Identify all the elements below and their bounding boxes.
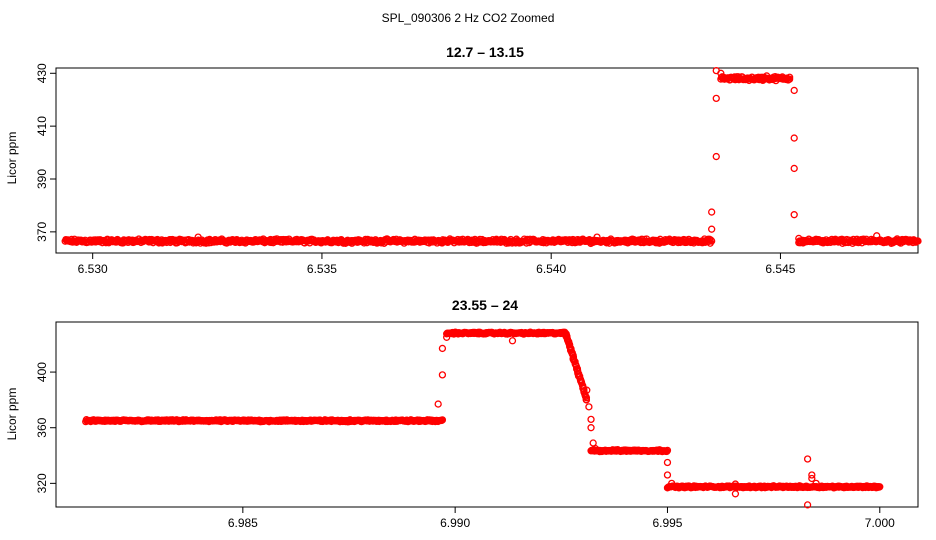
x-tick-label: 6.530 [78,262,108,276]
data-point [434,400,442,408]
data-point [443,333,451,341]
data-point [803,455,812,463]
y-tick-label: 370 [35,222,49,242]
data-point [663,458,672,467]
data-point [763,72,771,80]
y-tick-label: 360 [35,417,49,437]
panel-top-title: 12.7 – 13.15 [446,44,524,60]
data-point [438,371,447,379]
data-point [582,396,591,404]
panel-bottom-title: 23.55 – 24 [452,297,518,313]
data-point [803,501,812,509]
data-point [790,134,798,142]
data-point [587,415,595,424]
data-point [663,446,672,455]
panel-top-axes: 6.530 6.535 6.540 6.545 370 390 410 430 [35,63,796,276]
data-point [731,480,740,488]
data-point [785,73,794,81]
data-point [812,479,820,488]
data-point [712,94,720,103]
y-tick-label: 410 [35,116,49,136]
x-tick-label: 6.535 [307,262,337,276]
data-point [593,233,601,241]
data-point [438,416,447,424]
panel-bottom-points [82,328,884,509]
panel-bottom: 23.55 – 24 Licor ppm 6.985 6.990 6.995 7.00… [5,297,919,530]
data-point [914,237,922,245]
data-point [194,233,202,241]
panel-top: 12.7 – 13.15 Licor ppm 6.530 6.535 6.540 6.… [5,44,922,276]
data-point [708,208,716,216]
x-tick-label: 6.985 [228,516,258,530]
panel-top-ylabel: Licor ppm [5,132,19,185]
data-point [795,234,803,243]
data-point [790,211,798,219]
data-point [790,86,798,95]
data-point [585,403,593,411]
x-tick-label: 6.540 [536,262,566,276]
data-point [587,424,595,432]
figure-title: SPL_090306 2 Hz CO2 Zoomed [382,11,555,25]
data-point [591,444,599,453]
data-point [808,471,816,479]
data-point [712,152,720,161]
data-point [508,337,517,345]
data-point [873,232,881,240]
data-point [717,69,725,77]
panel-top-plot-area [55,67,919,254]
y-tick-label: 430 [35,63,49,83]
data-point [663,471,672,479]
x-tick-label: 6.990 [440,516,470,530]
data-point [708,225,716,233]
data-point [808,474,816,483]
data-point [731,490,740,498]
x-tick-label: 7.000 [865,516,895,530]
panel-bottom-ylabel: Licor ppm [5,388,19,441]
data-point [438,344,447,353]
panel-bottom-axes: 6.985 6.990 6.995 7.000 320 360 400 [35,362,895,530]
y-tick-label: 390 [35,169,49,189]
data-point [708,237,716,245]
data-point [583,386,591,394]
y-tick-label: 400 [35,362,49,382]
x-tick-label: 6.545 [765,262,795,276]
panel-top-points [61,66,922,248]
x-tick-label: 6.995 [652,516,682,530]
panel-bottom-plot-area [55,321,919,508]
data-point [876,483,884,491]
y-tick-label: 320 [35,473,49,493]
data-point [790,164,798,173]
data-point [668,479,676,488]
data-point [571,358,579,366]
